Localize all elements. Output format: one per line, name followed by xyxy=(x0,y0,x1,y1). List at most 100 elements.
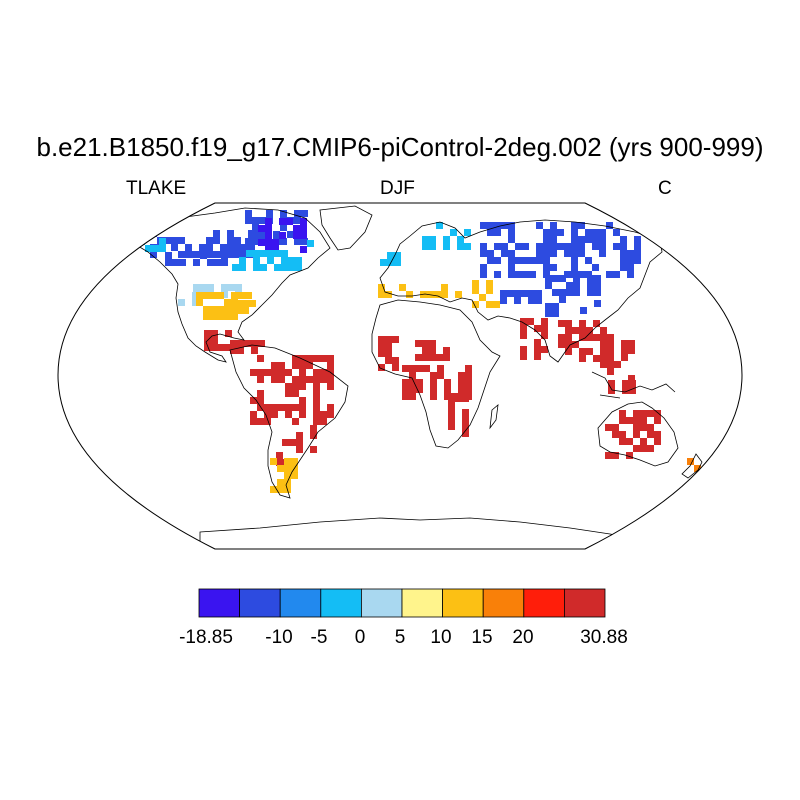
lake-cell xyxy=(320,376,327,383)
lake-cell xyxy=(628,340,635,347)
lake-cell xyxy=(235,284,242,291)
lake-cell xyxy=(434,291,441,298)
lake-cell xyxy=(585,236,592,243)
lake-cell xyxy=(327,411,334,418)
colorbar-box xyxy=(401,588,443,618)
lake-cell xyxy=(152,245,159,252)
lake-cell xyxy=(614,361,621,368)
lake-cell xyxy=(234,251,241,258)
north-america-coast xyxy=(123,207,331,363)
lake-cell xyxy=(557,229,564,236)
lake-cell xyxy=(207,284,214,291)
lake-cell xyxy=(394,259,401,266)
lake-cell xyxy=(593,334,600,341)
lake-cell xyxy=(620,243,627,250)
lake-cell xyxy=(579,334,586,341)
lake-cell xyxy=(224,299,231,306)
lake-cell xyxy=(612,424,619,431)
lake-cell xyxy=(227,244,234,251)
lake-cell xyxy=(634,250,641,257)
lake-cell xyxy=(564,243,571,250)
lake-cell xyxy=(235,300,242,307)
lake-cell xyxy=(486,287,493,294)
lake-cell xyxy=(448,423,455,430)
lake-cell xyxy=(203,292,210,299)
lake-cell xyxy=(250,411,257,418)
lake-cell xyxy=(515,271,522,278)
lake-cell xyxy=(172,259,179,266)
lake-cell xyxy=(448,395,455,402)
lake-cell xyxy=(257,369,264,376)
lake-cell xyxy=(251,340,258,347)
lake-cell xyxy=(465,386,472,393)
lake-cell xyxy=(231,299,238,306)
lake-cell xyxy=(416,386,423,393)
lake-cell xyxy=(299,397,306,404)
lake-cell xyxy=(231,292,238,299)
lake-cell xyxy=(444,386,451,393)
lake-cell xyxy=(550,236,557,243)
lake-cell xyxy=(159,238,166,245)
lake-cell xyxy=(218,344,225,351)
lake-cell xyxy=(522,271,529,278)
lake-cell xyxy=(259,231,266,238)
lake-cell xyxy=(437,372,444,379)
lake-cell xyxy=(246,250,253,257)
lake-cell xyxy=(204,330,211,337)
lake-cell xyxy=(571,257,578,264)
lake-cell xyxy=(265,218,272,225)
lake-cell xyxy=(242,300,249,307)
lake-cell xyxy=(543,264,550,271)
lake-cell xyxy=(171,237,178,244)
lake-cell xyxy=(465,372,472,379)
lake-cell xyxy=(571,243,578,250)
lake-cell xyxy=(221,284,228,291)
lake-cell xyxy=(292,383,299,390)
lake-cell xyxy=(508,271,515,278)
lake-cell xyxy=(535,290,542,297)
lake-cell xyxy=(566,282,573,289)
lake-cell xyxy=(301,238,308,245)
lake-cell xyxy=(265,239,272,246)
lake-cell xyxy=(252,217,259,224)
lake-cell xyxy=(253,250,260,257)
lake-cell xyxy=(253,264,260,271)
lake-cell xyxy=(285,369,292,376)
lake-cell xyxy=(565,320,572,327)
greenland-coast xyxy=(319,205,373,251)
lake-cell xyxy=(257,418,264,425)
lake-cell xyxy=(429,340,436,347)
lake-cell xyxy=(250,418,257,425)
lake-cell xyxy=(193,284,200,291)
lake-cell xyxy=(380,259,387,266)
lake-cell xyxy=(613,229,620,236)
lake-cell xyxy=(327,404,334,411)
lake-cell xyxy=(545,303,552,310)
lake-cell xyxy=(300,225,307,232)
lake-cell xyxy=(415,340,422,347)
colorbar-box xyxy=(482,588,525,618)
lake-cell xyxy=(258,239,265,246)
lake-cell xyxy=(458,372,465,379)
lake-cell xyxy=(270,458,277,465)
lake-cell xyxy=(235,307,242,314)
lake-cell xyxy=(443,236,450,243)
lake-cell xyxy=(281,264,288,271)
lake-cell xyxy=(607,334,614,341)
lake-cell xyxy=(313,390,320,397)
lake-cell xyxy=(520,318,527,325)
lake-cell xyxy=(633,424,640,431)
lake-cell xyxy=(558,341,565,348)
lake-cell xyxy=(313,376,320,383)
colorbar-tick-label: 5 xyxy=(395,627,406,648)
colorbar-box xyxy=(523,588,565,618)
lake-cell xyxy=(252,224,259,231)
lake-cell xyxy=(550,250,557,257)
lake-cell xyxy=(402,393,409,400)
lake-cell xyxy=(227,251,234,258)
lake-cell xyxy=(225,330,232,337)
lake-cell xyxy=(291,472,298,479)
lake-cell xyxy=(619,417,626,424)
lake-cell xyxy=(607,347,614,354)
lake-cell xyxy=(543,250,550,257)
